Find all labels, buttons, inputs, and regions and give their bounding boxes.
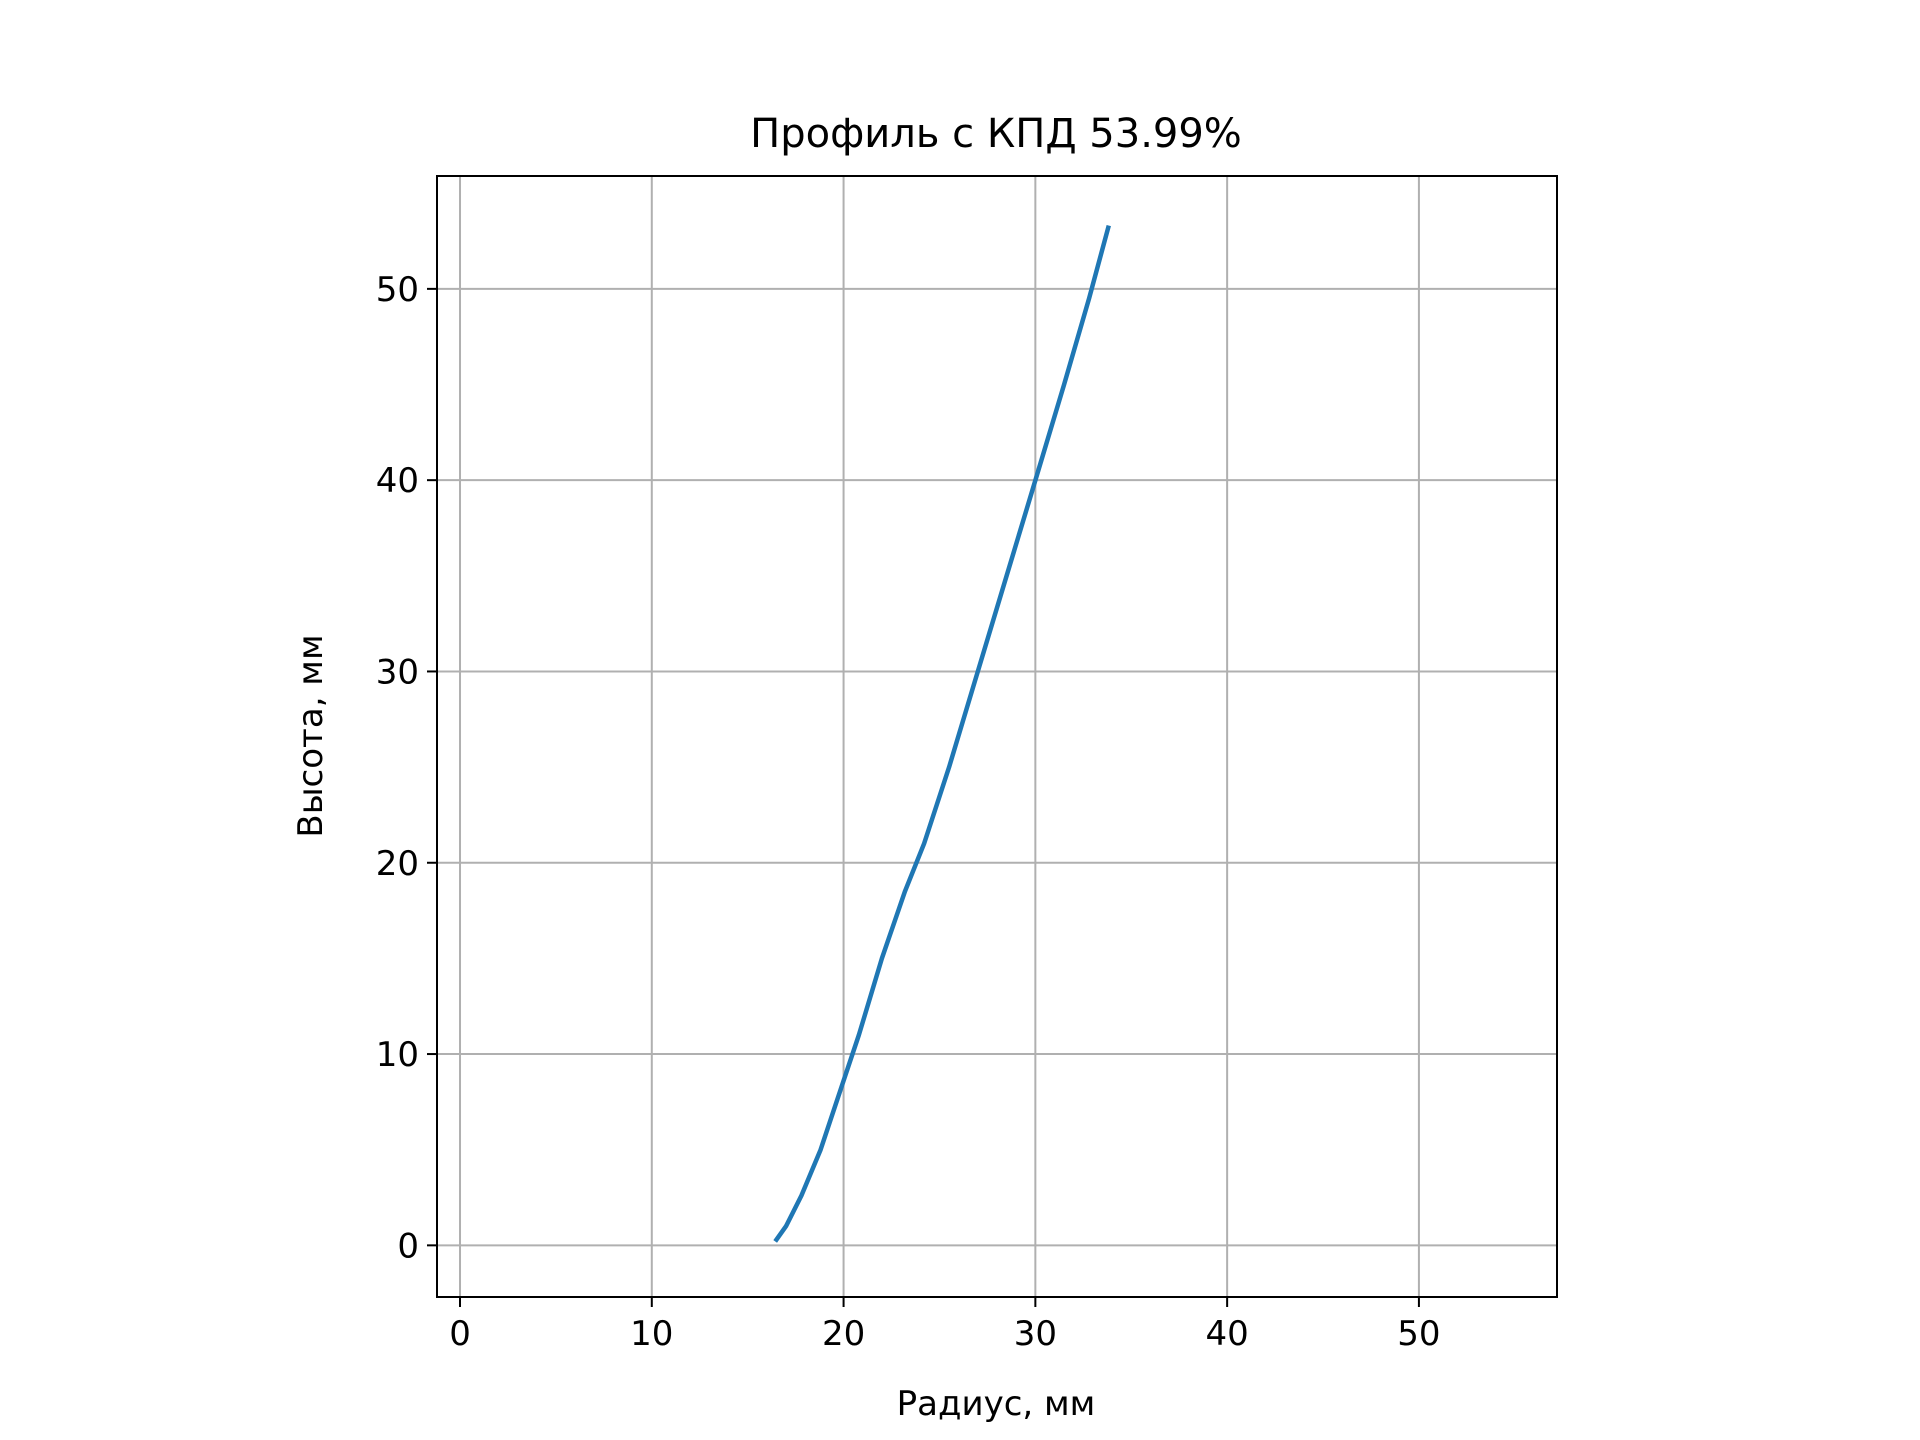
y-tick-label: 50	[376, 270, 419, 310]
y-tick-label: 40	[376, 461, 419, 501]
plot-frame	[436, 175, 1558, 1298]
y-tick-label: 0	[397, 1226, 419, 1266]
chart-title: Профиль с КПД 53.99%	[750, 111, 1242, 157]
x-tick-label: 10	[630, 1314, 673, 1354]
x-tick-label: 50	[1397, 1314, 1440, 1354]
grid-layer	[437, 176, 1557, 1297]
x-axis-label: Радиус, мм	[897, 1384, 1096, 1424]
y-tick-label: 10	[376, 1035, 419, 1075]
y-tick-label: 30	[376, 652, 419, 692]
ticks-layer: 0 10 20 30 40 50 0 10 20 30 40 50	[376, 270, 1441, 1354]
profile-series-line	[773, 224, 1111, 1243]
x-tick-label: 0	[449, 1314, 471, 1354]
series-layer	[773, 224, 1111, 1243]
x-tick-label: 20	[822, 1314, 865, 1354]
y-tick-label: 20	[376, 844, 419, 884]
x-tick-label: 40	[1206, 1314, 1249, 1354]
y-axis-label: Высота, мм	[291, 634, 331, 837]
x-tick-label: 30	[1014, 1314, 1057, 1354]
